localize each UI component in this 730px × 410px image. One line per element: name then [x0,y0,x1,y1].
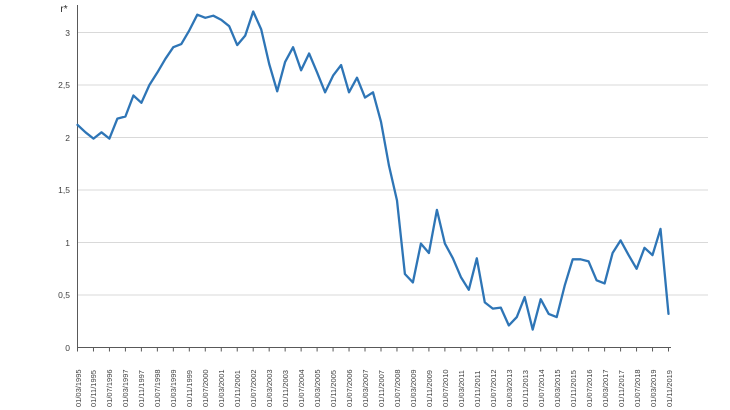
x-tick-label: 01/03/1995 [73,369,83,407]
x-tick-label: 01/11/2009 [424,370,434,407]
x-tick-label: 01/03/2009 [408,369,418,407]
y-tick-label: 1 [65,237,70,248]
x-tick-label: 01/03/2011 [456,370,466,407]
x-tick-label: 01/03/1999 [169,369,179,407]
y-tick-label: 0,5 [58,290,70,300]
x-tick-label: 01/07/2016 [584,369,594,407]
x-tick-label: 01/03/2013 [504,369,514,407]
x-tick-label: 01/03/2005 [313,369,323,407]
x-tick-label: 01/11/2011 [472,370,482,407]
x-tick-label: 01/11/2007 [376,370,386,407]
x-tick-label: 01/11/1999 [185,370,195,407]
y-tick-label: 2 [65,132,70,143]
x-tick-label: 01/07/2008 [392,369,402,407]
x-tick-label: 01/11/2015 [568,370,578,407]
x-tick-label: 01/07/2012 [488,369,498,407]
x-tick-label: 01/07/2006 [345,369,355,407]
x-tick-label: 01/11/1995 [89,370,99,407]
x-tick-label: 01/07/1998 [153,369,163,407]
x-tick-label: 01/03/2015 [552,369,562,407]
x-tick-label: 01/11/2003 [281,370,291,407]
x-tick-label: 01/11/1997 [137,370,147,407]
x-tick-label: 01/11/2017 [616,370,626,407]
x-tick-label: 01/11/2019 [664,370,674,407]
x-tick-label: 01/03/2017 [600,369,610,407]
y-tick-label: 3 [65,27,70,38]
x-tick-label: 01/07/2004 [297,369,307,407]
x-tick-label: 01/03/2007 [361,369,370,407]
x-tick-label: 01/03/2001 [217,369,227,407]
x-tick-label: 01/07/2000 [201,369,211,407]
x-tick-label: 01/11/2013 [520,370,530,407]
y-axis-title: r* [60,4,68,15]
x-tick-label: 01/07/2014 [536,369,546,407]
x-tick-label: 01/11/2001 [233,370,243,407]
y-tick-label: 2,5 [58,80,70,90]
x-tick-label: 01/07/2018 [632,369,642,407]
x-tick-label: 01/07/1996 [105,369,115,407]
x-tick-label: 01/03/2019 [648,369,658,407]
x-tick-label: 01/03/2003 [265,369,275,407]
rstar-line-series [76,10,670,331]
x-tick-label: 01/03/1997 [121,369,131,407]
x-tick-label: 01/07/2002 [249,369,259,407]
x-tick-label: 01/11/2005 [329,370,339,407]
x-tick-label: 01/07/2010 [440,369,450,407]
y-tick-label: 0 [65,342,70,353]
y-tick-label: 1,5 [58,185,70,195]
